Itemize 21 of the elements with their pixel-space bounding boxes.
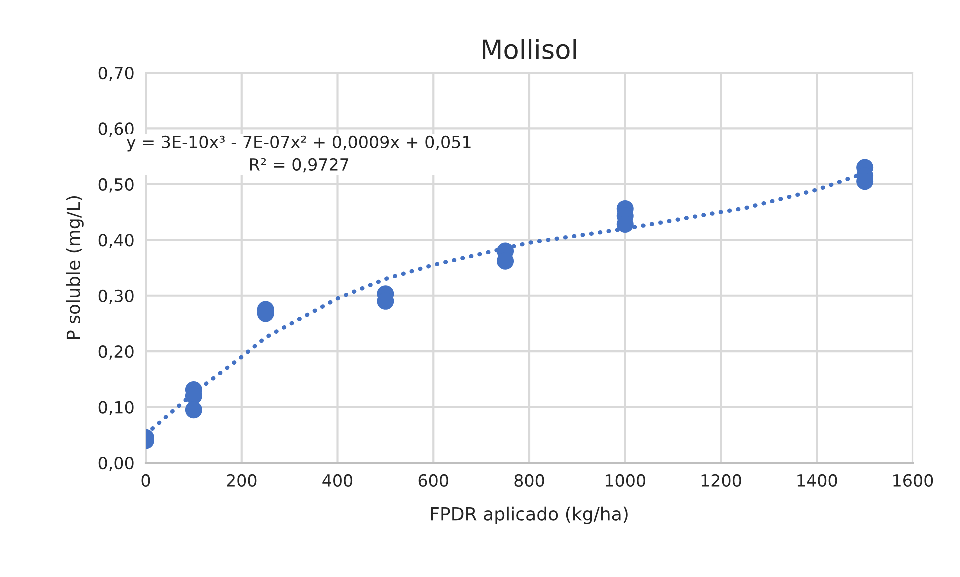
x-axis-title: FPDR aplicado (kg/ha) [431,506,628,524]
x-tick-label: 1400 [798,474,838,488]
x-tick-label: 600 [418,474,448,488]
y-tick-label: 0,20 [98,346,134,360]
y-tick-label: 0,10 [98,401,134,416]
x-tick-label: 1600 [894,474,934,488]
y-tick-label: 0,00 [98,456,134,472]
x-tick-label: 1200 [702,474,742,488]
chart-title: Mollisol [483,39,576,60]
y-tick-label: 0,60 [98,122,134,137]
x-tick-label: 800 [514,474,544,488]
x-tick-label: 1000 [606,474,646,488]
x-tick-label: 400 [322,474,353,488]
x-tick-label: 200 [227,474,257,488]
y-tick-label: 0,40 [98,234,134,248]
annotation: y = 3E-10x³ - 7E-07x² + 0,0009x + 0,051 R² = 0,9727 [126,136,471,173]
x-tick-label: 0 [142,474,150,488]
y-tick-label: 0,30 [98,290,134,304]
y-axis-title: P soluble (mg/L) [66,196,84,340]
y-tick-label: 0,70 [98,66,134,82]
y-tick-label: 0,50 [98,178,134,193]
